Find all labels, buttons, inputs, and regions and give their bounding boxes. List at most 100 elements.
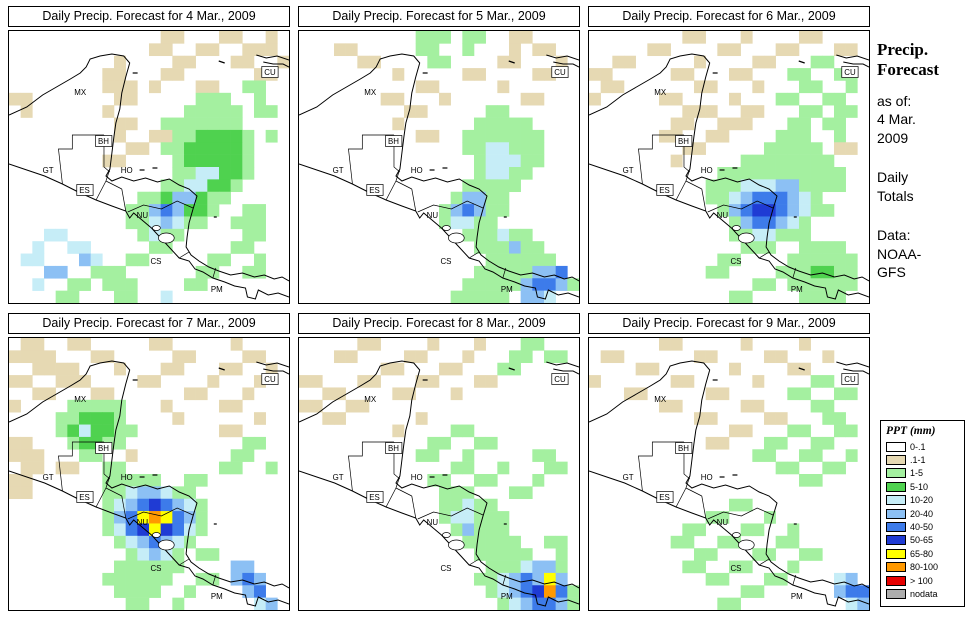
country-label-bh: BH: [388, 444, 399, 453]
lakes: [732, 532, 755, 551]
country-label-gt: GT: [333, 166, 344, 175]
legend-swatch: [886, 548, 906, 559]
country-label-pm: PM: [211, 285, 223, 294]
precip-cells: [334, 31, 579, 303]
coastline-borders: [299, 360, 579, 607]
country-label-nu: NU: [427, 518, 439, 527]
panel-title: Daily Precip. Forecast for 7 Mar., 2009: [8, 313, 290, 334]
legend-entry: 1-5: [886, 467, 960, 480]
legend-swatch: [886, 441, 906, 452]
country-label-nu: NU: [717, 211, 729, 220]
map-canvas: MX CU BH GT HO ES NU CS PM: [589, 31, 869, 303]
legend-swatch: [886, 588, 906, 599]
legend-entry: .1-1: [886, 453, 960, 466]
country-label-ho: HO: [701, 473, 713, 482]
forecast-panel-5: Daily Precip. Forecast for 8 Mar., 2009 …: [298, 313, 580, 611]
country-label-pm: PM: [211, 592, 223, 601]
precip-cells: [299, 338, 579, 610]
legend-swatch: [886, 562, 906, 573]
data-source-line2: GFS: [877, 264, 906, 281]
legend-swatch: [886, 508, 906, 519]
legend-label: 5-10: [910, 481, 929, 492]
legend-label: 50-65: [910, 535, 934, 546]
country-label-gt: GT: [623, 166, 634, 175]
legend-label: 80-100: [910, 562, 939, 573]
lakes: [732, 225, 755, 244]
legend-entry: 0-.1: [886, 440, 960, 453]
forecast-map: MX CU BH GT HO ES NU CS PM: [298, 30, 580, 304]
forecast-panel-6: Daily Precip. Forecast for 9 Mar., 2009 …: [588, 313, 870, 611]
country-label-mx: MX: [654, 88, 667, 97]
country-label-gt: GT: [43, 166, 54, 175]
legend-rows: 0-.1 .1-1 1-5 5-10 10-20 20-40 40-50 50-65 65-80…: [886, 440, 960, 601]
legend-entry: 50-65: [886, 534, 960, 547]
forecast-map: MX CU BH GT HO ES NU CS PM: [8, 337, 290, 611]
country-label-cs: CS: [730, 564, 741, 573]
legend-entry: 80-100: [886, 561, 960, 574]
legend-swatch: [886, 495, 906, 506]
country-labels: MX CU BH GT HO ES NU CS PM: [43, 373, 279, 601]
legend-swatch: [886, 522, 906, 533]
country-label-cu: CU: [844, 375, 856, 384]
totals-line1: Daily: [877, 169, 909, 186]
country-label-ho: HO: [411, 166, 423, 175]
country-label-nu: NU: [137, 518, 149, 527]
totals-block: Daily Totals: [877, 168, 967, 205]
country-label-nu: NU: [427, 211, 439, 220]
country-label-es: ES: [659, 493, 670, 502]
precip-cells: [589, 338, 869, 610]
lakes: [152, 532, 175, 551]
country-label-mx: MX: [364, 88, 377, 97]
country-label-nu: NU: [717, 518, 729, 527]
legend-swatch: [886, 575, 906, 586]
country-label-es: ES: [369, 493, 380, 502]
country-label-ho: HO: [701, 166, 713, 175]
country-label-es: ES: [79, 186, 90, 195]
legend-label: 40-50: [910, 522, 934, 533]
country-labels: MX CU BH GT HO ES NU CS PM: [333, 373, 569, 601]
country-label-pm: PM: [501, 285, 513, 294]
lakes: [442, 225, 465, 244]
legend-entry: 40-50: [886, 520, 960, 533]
country-label-cu: CU: [264, 68, 276, 77]
country-label-mx: MX: [654, 395, 667, 404]
forecast-map: MX CU BH GT HO ES NU CS PM: [588, 30, 870, 304]
legend-title: PPT (mm): [886, 425, 936, 437]
country-label-bh: BH: [98, 137, 109, 146]
forecast-panel-4: Daily Precip. Forecast for 7 Mar., 2009 …: [8, 313, 290, 611]
legend-label: 65-80: [910, 548, 934, 559]
legend-entry: 20-40: [886, 507, 960, 520]
forecast-map: MX CU BH GT HO ES NU CS PM: [298, 337, 580, 611]
country-label-es: ES: [659, 186, 670, 195]
legend-label: 1-5: [910, 468, 924, 479]
data-source-label: Data:: [877, 227, 911, 244]
country-label-mx: MX: [364, 395, 377, 404]
country-label-pm: PM: [791, 285, 803, 294]
sidebar: Precip. Forecast as of: 4 Mar. 2009 Dail…: [877, 40, 967, 282]
panel-title: Daily Precip. Forecast for 5 Mar., 2009: [298, 6, 580, 27]
as-of-date-line1: 4 Mar.: [877, 111, 916, 128]
sidebar-title: Precip. Forecast: [877, 40, 967, 81]
country-label-ho: HO: [121, 166, 133, 175]
panel-title: Daily Precip. Forecast for 8 Mar., 2009: [298, 313, 580, 334]
data-source-block: Data: NOAA- GFS: [877, 226, 967, 281]
country-label-cu: CU: [554, 375, 566, 384]
legend-label: 10-20: [910, 495, 934, 506]
precip-cells: [589, 31, 858, 303]
as-of-date-line2: 2009: [877, 129, 909, 146]
legend-entry: 5-10: [886, 480, 960, 493]
country-label-mx: MX: [74, 395, 87, 404]
legend-label: nodata: [910, 588, 938, 599]
country-label-gt: GT: [623, 473, 634, 482]
country-label-cu: CU: [554, 68, 566, 77]
sidebar-title-line1: Precip.: [877, 40, 929, 59]
forecast-map: MX CU BH GT HO ES NU CS PM: [8, 30, 290, 304]
country-label-bh: BH: [678, 444, 689, 453]
map-canvas: MX CU BH GT HO ES NU CS PM: [299, 31, 579, 303]
country-label-cs: CS: [440, 564, 451, 573]
country-label-gt: GT: [43, 473, 54, 482]
map-canvas: MX CU BH GT HO ES NU CS PM: [9, 31, 289, 303]
country-label-cu: CU: [844, 68, 856, 77]
forecast-panel-3: Daily Precip. Forecast for 6 Mar., 2009 …: [588, 6, 870, 304]
country-labels: MX CU BH GT HO ES NU CS PM: [333, 66, 569, 294]
